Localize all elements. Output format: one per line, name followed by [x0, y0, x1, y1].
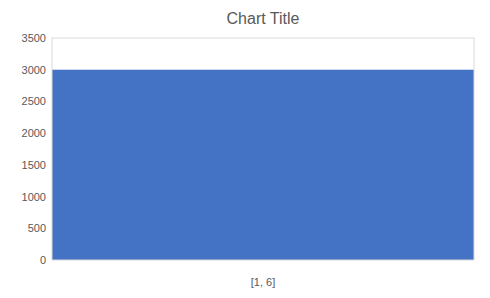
chart-svg: 0 500 1000 1500 2000 2500 3000 3500 [1, 6] Chart … — [0, 0, 490, 298]
y-tick-label: 2500 — [22, 95, 46, 107]
bar — [52, 70, 474, 260]
bars — [52, 70, 474, 260]
chart-title: Chart Title — [227, 10, 300, 27]
y-tick-label: 500 — [28, 222, 46, 234]
y-tick-label: 3500 — [22, 32, 46, 44]
y-tick-label: 3000 — [22, 64, 46, 76]
y-tick-label: 1000 — [22, 191, 46, 203]
y-tick-label: 2000 — [22, 127, 46, 139]
plot-frame — [52, 38, 474, 260]
y-tick-label: 1500 — [22, 159, 46, 171]
chart-container: 0 500 1000 1500 2000 2500 3000 3500 [1, 6] Chart … — [0, 0, 490, 298]
y-tick-label: 0 — [40, 254, 46, 266]
y-axis: 0 500 1000 1500 2000 2500 3000 3500 — [22, 32, 46, 266]
x-axis-label: [1, 6] — [251, 276, 275, 288]
